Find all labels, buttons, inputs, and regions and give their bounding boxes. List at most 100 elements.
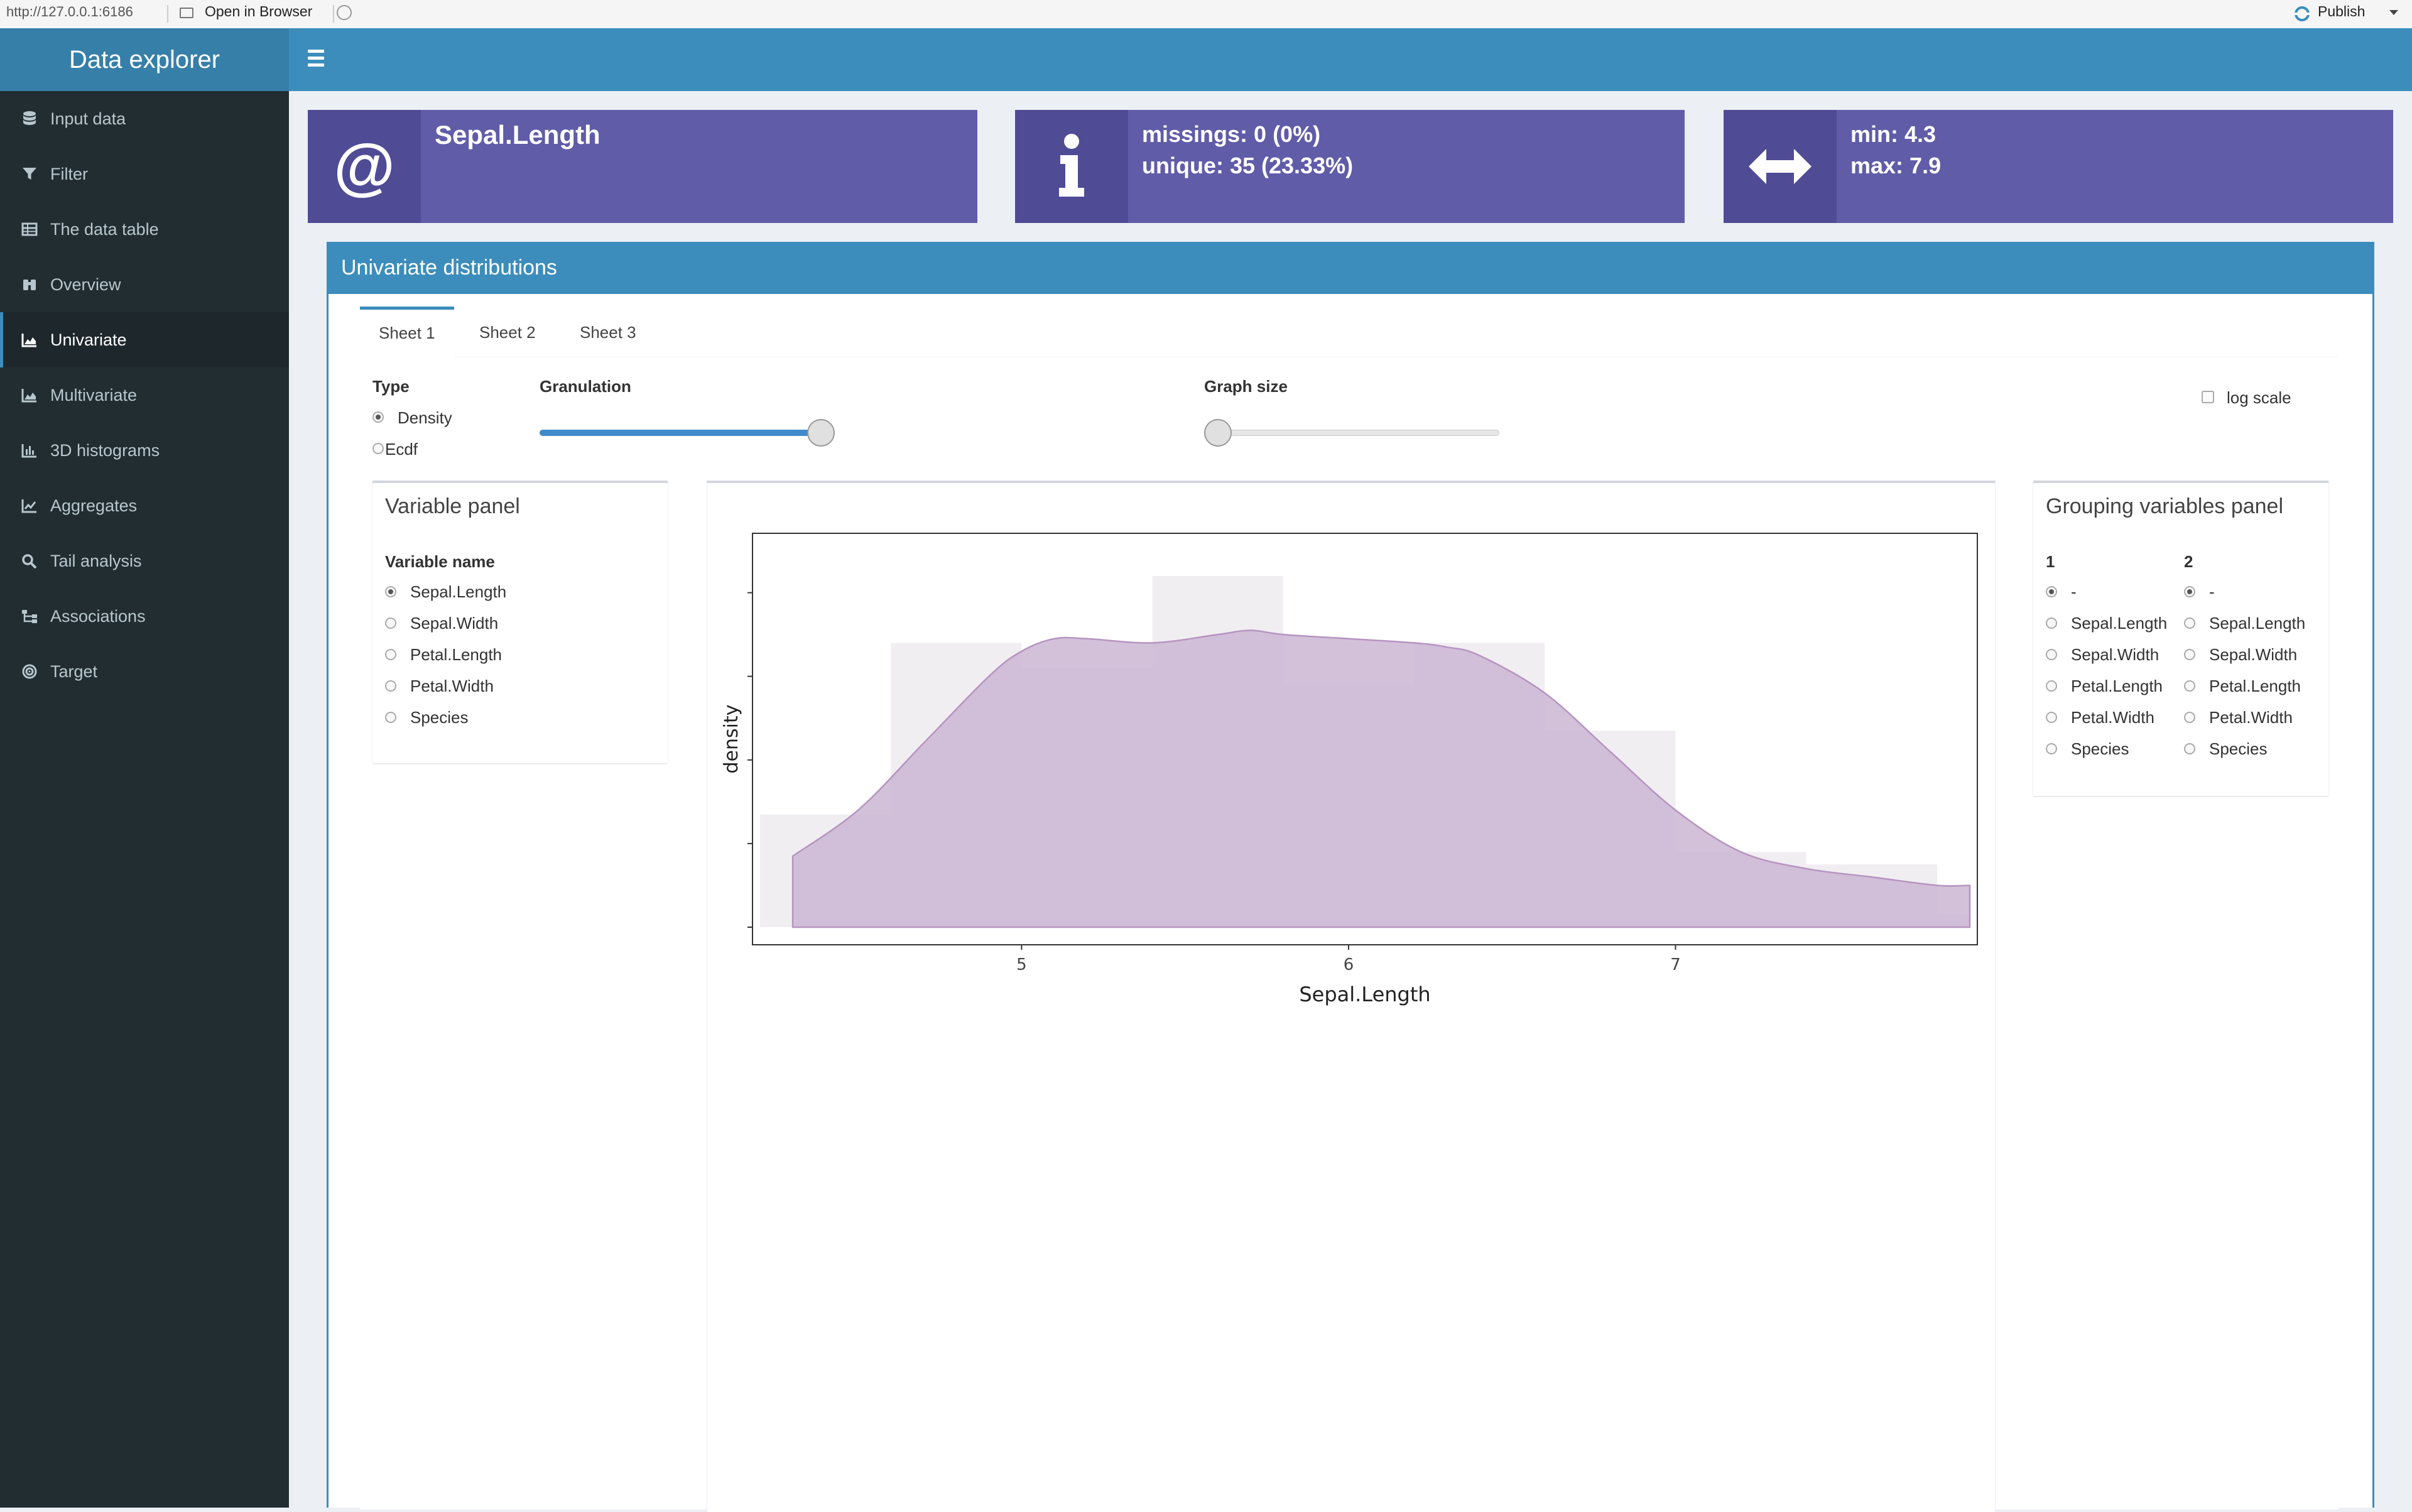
bar-chart-icon bbox=[21, 444, 36, 458]
info-icon bbox=[1015, 110, 1128, 223]
variable-radio[interactable] bbox=[385, 586, 396, 597]
open-in-browser-button[interactable]: Open in Browser bbox=[180, 0, 330, 28]
group1-radio[interactable] bbox=[2046, 649, 2057, 660]
variable-name-value: Sepal.Length bbox=[435, 120, 600, 150]
graph-size-label: Graph size bbox=[1204, 377, 1288, 396]
sidebar-item-overview[interactable]: Overview bbox=[0, 257, 289, 312]
range-stats: min: 4.3 max: 7.9 bbox=[1850, 119, 1941, 182]
group1-option-label: Petal.Length bbox=[2071, 677, 2163, 695]
graph-size-slider[interactable] bbox=[1204, 430, 1499, 436]
tab-sheet-3[interactable]: Sheet 3 bbox=[580, 323, 636, 342]
tab-sheet-2[interactable]: Sheet 2 bbox=[479, 323, 536, 342]
density-area bbox=[791, 629, 1971, 928]
database-icon bbox=[23, 111, 36, 125]
grouping-panel: Grouping variables panel 1 2 - Sepal.Len… bbox=[2033, 481, 2328, 796]
variable-name-header: Variable name bbox=[385, 552, 495, 571]
y-axis-label: density bbox=[720, 705, 742, 774]
variable-option-label: Sepal.Width bbox=[410, 614, 499, 633]
group1-option-label: Species bbox=[2071, 739, 2129, 758]
at-icon: @ bbox=[308, 110, 421, 223]
sidebar-item-data-table[interactable]: The data table bbox=[0, 202, 289, 257]
range-infobox: min: 4.3 max: 7.9 bbox=[1724, 110, 2393, 223]
sidebar-item-label: Associations bbox=[50, 607, 146, 626]
variable-radio[interactable] bbox=[385, 712, 396, 723]
sidebar-item-label: The data table bbox=[50, 220, 159, 239]
sidebar-item-multivariate[interactable]: Multivariate bbox=[0, 367, 289, 423]
area-chart-icon bbox=[21, 389, 36, 403]
x-tick-label: 5 bbox=[1016, 955, 1027, 974]
app-header: Data explorer bbox=[0, 28, 2412, 91]
sidebar-item-label: Tail analysis bbox=[50, 552, 142, 570]
log-scale-checkbox[interactable] bbox=[2202, 391, 2214, 403]
granulation-slider-handle[interactable] bbox=[807, 419, 835, 447]
group1-radio[interactable] bbox=[2046, 712, 2057, 723]
refresh-icon[interactable] bbox=[337, 5, 352, 20]
sidebar-item-filter[interactable]: Filter bbox=[0, 146, 289, 202]
browser-toolbar: http://127.0.0.1:6186 Open in Browser Pu… bbox=[0, 0, 2412, 29]
type-density-label: Density bbox=[398, 408, 452, 427]
group1-radio[interactable] bbox=[2046, 680, 2057, 692]
type-label: Type bbox=[372, 377, 410, 396]
missings-value: missings: 0 (0%) bbox=[1142, 121, 1321, 147]
area-chart-icon bbox=[21, 334, 36, 347]
density-chart[interactable]: 5 6 7 Sepal.Length density bbox=[707, 483, 1995, 1048]
box-title: Univariate distributions bbox=[329, 244, 2372, 294]
app-title[interactable]: Data explorer bbox=[0, 28, 289, 91]
group2-radio[interactable] bbox=[2184, 617, 2195, 629]
sidebar-item-label: Univariate bbox=[50, 330, 127, 349]
publish-button[interactable]: Publish bbox=[2293, 0, 2406, 28]
url-text[interactable]: http://127.0.0.1:6186 bbox=[6, 4, 133, 19]
bullseye-icon bbox=[22, 664, 37, 679]
group2-radio[interactable] bbox=[2184, 743, 2195, 754]
sidebar-item-label: Input data bbox=[50, 109, 126, 128]
missing-infobox: missings: 0 (0%) unique: 35 (23.33%) bbox=[1015, 110, 1685, 223]
graph-size-slider-handle[interactable] bbox=[1204, 419, 1232, 447]
group2-radio[interactable] bbox=[2184, 586, 2195, 597]
sidebar-item-univariate[interactable]: Univariate bbox=[0, 312, 289, 367]
group1-radio[interactable] bbox=[2046, 617, 2057, 629]
sidebar-item-associations[interactable]: Associations bbox=[0, 589, 289, 644]
tab-sheet-1[interactable]: Sheet 1 bbox=[360, 307, 454, 359]
variable-option-label: Petal.Length bbox=[410, 645, 503, 664]
grouping-col2-header: 2 bbox=[2184, 552, 2193, 571]
variable-radio[interactable] bbox=[385, 680, 396, 692]
variable-radio[interactable] bbox=[385, 617, 396, 629]
sidebar-item-input-data[interactable]: Input data bbox=[0, 91, 289, 146]
group2-radio[interactable] bbox=[2184, 712, 2195, 723]
sidebar-item-target[interactable]: Target bbox=[0, 644, 289, 699]
toolbar-divider bbox=[333, 5, 334, 23]
sidebar-item-3d-histograms[interactable]: 3D histograms bbox=[0, 423, 289, 478]
variable-option-label: Petal.Width bbox=[410, 677, 494, 695]
arrows-h-icon bbox=[1724, 110, 1837, 223]
sidebar-item-label: Target bbox=[50, 662, 98, 681]
group2-radio[interactable] bbox=[2184, 680, 2195, 692]
x-tick-label: 6 bbox=[1344, 955, 1354, 974]
group2-radio[interactable] bbox=[2184, 649, 2195, 660]
group2-option-label: Petal.Length bbox=[2209, 677, 2301, 695]
group1-radio[interactable] bbox=[2046, 586, 2057, 597]
line-chart-icon bbox=[21, 499, 36, 513]
variable-radio[interactable] bbox=[385, 649, 396, 660]
publish-icon bbox=[2293, 6, 2312, 21]
missing-stats: missings: 0 (0%) unique: 35 (23.33%) bbox=[1142, 119, 1353, 182]
type-ecdf-radio[interactable] bbox=[372, 443, 384, 454]
density-curve bbox=[791, 629, 1971, 928]
sidebar: Input data Filter The data table Overvie… bbox=[0, 91, 289, 1508]
menu-toggle-icon[interactable] bbox=[308, 50, 324, 68]
type-density-radio[interactable] bbox=[372, 411, 384, 423]
grouping-col1-header: 1 bbox=[2046, 552, 2055, 571]
plot-frame bbox=[752, 533, 1978, 945]
tab-panel: Sheet 1 Sheet 2 Sheet 3 Type Density Ecd… bbox=[360, 307, 2339, 1512]
toolbar-divider bbox=[167, 5, 168, 23]
sitemap-icon bbox=[22, 610, 37, 623]
variable-option-label: Sepal.Length bbox=[410, 582, 507, 601]
sidebar-item-tail-analysis[interactable]: Tail analysis bbox=[0, 533, 289, 589]
variable-panel: Variable panel Variable name Sepal.Lengt… bbox=[372, 481, 668, 763]
sidebar-item-label: Filter bbox=[50, 165, 88, 183]
group1-radio[interactable] bbox=[2046, 743, 2057, 754]
sidebar-item-aggregates[interactable]: Aggregates bbox=[0, 478, 289, 533]
group2-option-label: - bbox=[2209, 582, 2215, 601]
grouping-panel-title: Grouping variables panel bbox=[2046, 494, 2284, 518]
x-tick-label: 7 bbox=[1670, 955, 1681, 974]
granulation-slider-fill bbox=[540, 430, 822, 436]
